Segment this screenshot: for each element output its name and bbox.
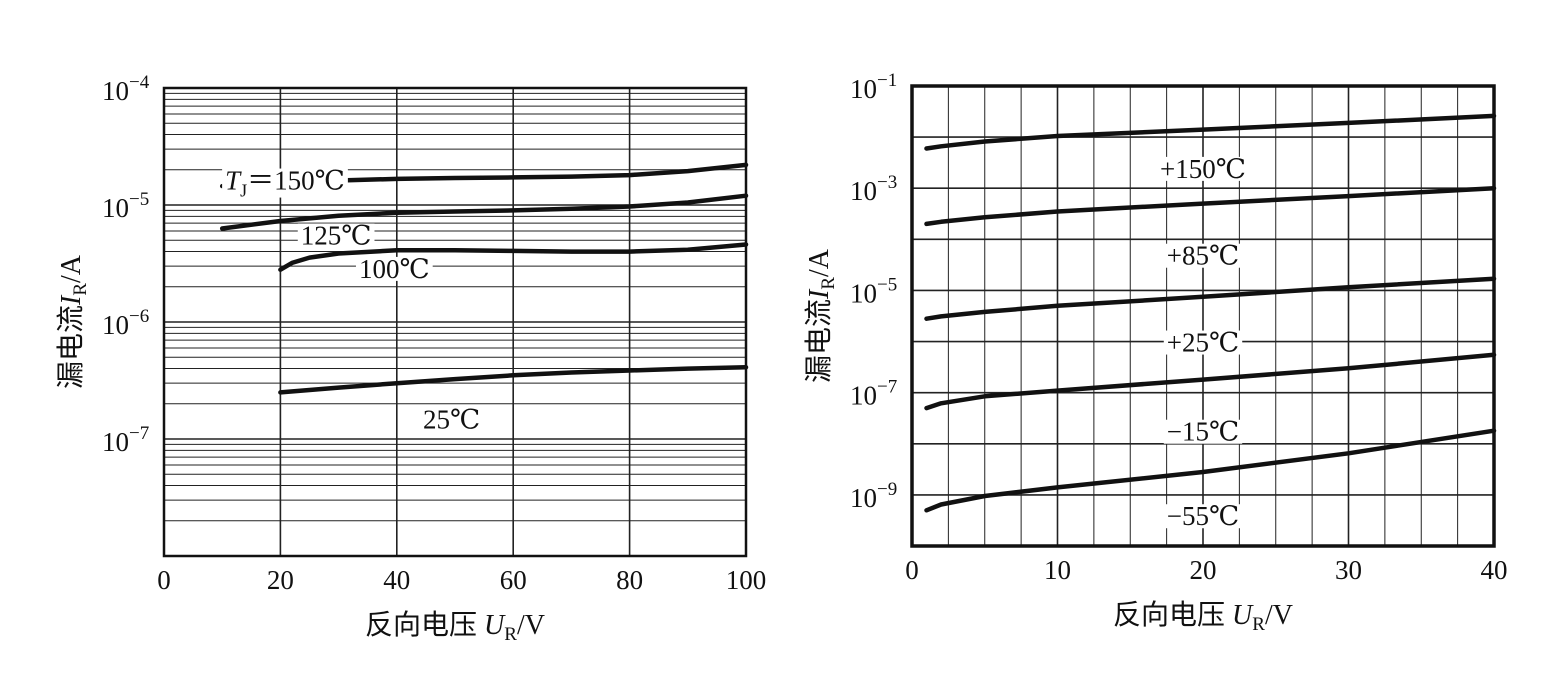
- series-label-bg: [297, 223, 375, 248]
- series-label-bg: [419, 407, 484, 432]
- y-tick-label: 10−3: [850, 172, 897, 206]
- series-label: +150℃: [1160, 154, 1246, 184]
- y-tick-label: 10−6: [102, 306, 149, 340]
- x-axis-title: 反向电压 UR/V: [365, 609, 545, 645]
- series-line: [924, 276, 1497, 321]
- series-label: −55℃: [1167, 501, 1239, 531]
- x-tick-label: 0: [157, 565, 171, 595]
- series-line: [924, 428, 1497, 513]
- y-tick-label: 10−1: [850, 70, 897, 104]
- x-tick-label: 100: [726, 565, 767, 595]
- series-label-bg: [1163, 330, 1243, 355]
- series-label: 25℃: [423, 404, 480, 434]
- series-label: +25℃: [1167, 328, 1239, 358]
- x-tick-label: 0: [905, 555, 919, 585]
- series-label: +85℃: [1167, 241, 1239, 271]
- x-tick-label: 10: [1044, 555, 1071, 585]
- series-line: [278, 365, 749, 395]
- series-label-bg: [1163, 504, 1243, 529]
- plot-frame: [162, 86, 748, 558]
- series-line: [278, 242, 749, 272]
- series-line: [219, 193, 749, 231]
- series-label-bg: [1163, 243, 1243, 268]
- y-axis-title: 漏电流IR/A: [55, 254, 91, 389]
- series-label: 125℃: [301, 220, 372, 250]
- y-tick-label: 10−5: [102, 189, 149, 223]
- series-label-bg: [222, 168, 348, 198]
- x-tick-label: 40: [383, 565, 410, 595]
- chart-2: 0 10 20 30 40 10−1 10−3 10−5 10−7 10−9 +150℃ +85℃ +2…: [803, 70, 1508, 635]
- x-tick-label: 20: [1190, 555, 1217, 585]
- series-line: [924, 185, 1497, 227]
- y-tick-label: 10−4: [102, 72, 150, 106]
- series-label: 100℃: [359, 254, 430, 284]
- x-tick-label: 60: [500, 565, 527, 595]
- y-tick-label: 10−9: [850, 479, 897, 513]
- x-tick-label: 20: [267, 565, 294, 595]
- series-label: TJ＝150℃: [225, 166, 345, 201]
- series-label-bg: [355, 256, 433, 281]
- x-axis-title: 反向电压 UR/V: [1113, 599, 1293, 635]
- x-tick-label: 40: [1481, 555, 1508, 585]
- series-label: −15℃: [1167, 417, 1239, 447]
- series-line: [924, 352, 1497, 411]
- series-line: [924, 113, 1497, 151]
- series-label-bg: [1157, 156, 1249, 181]
- y-tick-label: 10−5: [850, 274, 897, 308]
- grid: [163, 88, 747, 557]
- x-tick-label: 30: [1335, 555, 1362, 585]
- plot-frame: [910, 84, 1496, 548]
- chart-1: 0 20 40 60 80 100 10−4 10−5 10−6 10−7 TJ＝150℃ 125℃ 1…: [55, 72, 766, 645]
- x-tick-label: 80: [616, 565, 643, 595]
- y-tick-label: 10−7: [102, 423, 149, 457]
- series-label-bg: [1163, 419, 1243, 444]
- y-tick-label: 10−7: [850, 377, 897, 411]
- y-axis-title: 漏电流IR/A: [803, 248, 839, 383]
